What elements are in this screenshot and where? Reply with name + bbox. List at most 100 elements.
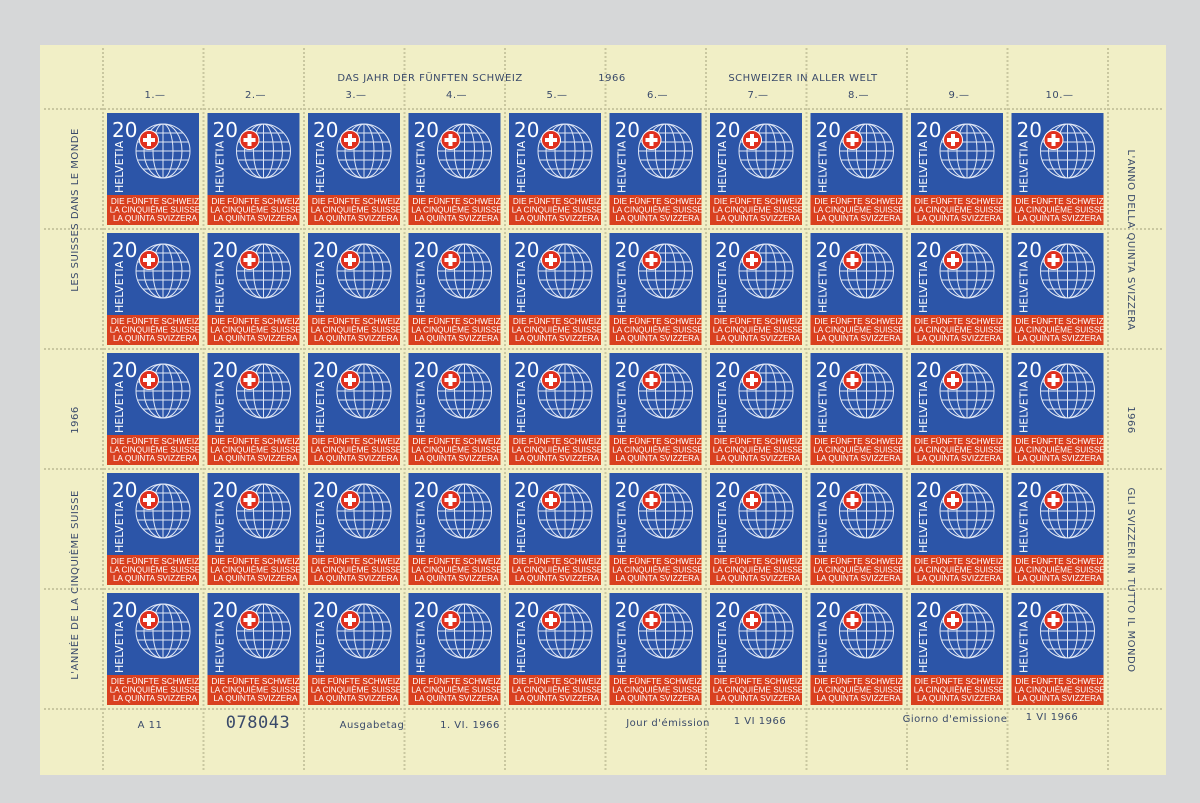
stamp-text: LA QUINTA SVIZZERA — [515, 574, 600, 583]
stamp-text: LA CINQUIÈME SUISSE — [411, 445, 502, 455]
stamp-red — [911, 555, 1003, 585]
stamp-red — [509, 675, 601, 705]
stamp-value: 20 — [213, 358, 238, 382]
stamp-value: 20 — [414, 598, 439, 622]
cross — [746, 138, 758, 142]
stamp-country: HELVETIA — [817, 500, 830, 553]
stamp-country: HELVETIA — [214, 620, 227, 673]
margin-text: Jour d'émission — [625, 717, 710, 729]
stamp-red — [107, 555, 199, 585]
stamp-text: LA CINQUIÈME SUISSE — [914, 325, 1005, 335]
cross — [947, 258, 959, 262]
stamp-value: 20 — [313, 358, 338, 382]
stamp-country: HELVETIA — [415, 140, 428, 193]
stamp-country: HELVETIA — [113, 140, 126, 193]
stamp-text: DIE FÜNFTE SCHWEIZ — [312, 676, 400, 686]
margin-text: DAS JAHR DER FÜNFTEN SCHWEIZ — [337, 71, 522, 84]
stamp-text: LA QUINTA SVIZZERA — [816, 454, 901, 463]
stamp-red — [308, 675, 400, 705]
stamp-text: LA CINQUIÈME SUISSE — [1014, 565, 1105, 575]
stamp-country: HELVETIA — [716, 380, 729, 433]
stamp-country: HELVETIA — [616, 380, 629, 433]
stamp-text: DIE FÜNFTE SCHWEIZ — [312, 556, 400, 566]
stamp-red — [810, 315, 903, 345]
cross — [344, 618, 356, 622]
cross — [545, 138, 557, 142]
stamp-red — [308, 435, 400, 465]
stamp-text: DIE FÜNFTE SCHWEIZ — [312, 436, 400, 446]
stamp-value: 20 — [414, 238, 439, 262]
stamp-text: DIE FÜNFTE SCHWEIZ — [1015, 196, 1103, 206]
stamp-text: LA CINQUIÈME SUISSE — [713, 445, 804, 455]
stamp-value: 20 — [514, 118, 539, 142]
column-number: 9.— — [948, 90, 969, 101]
cross — [344, 138, 356, 142]
stamp-value: 20 — [213, 598, 238, 622]
stamp-text: DIE FÜNFTE SCHWEIZ — [915, 676, 1003, 686]
stamp-country: HELVETIA — [415, 260, 428, 313]
stamp-text: LA CINQUIÈME SUISSE — [512, 325, 603, 335]
cross — [1047, 138, 1060, 142]
cross — [645, 138, 658, 142]
stamp-text: DIE FÜNFTE SCHWEIZ — [613, 556, 701, 566]
stamp-text: LA QUINTA SVIZZERA — [615, 574, 700, 583]
stamp-country: HELVETIA — [214, 260, 227, 313]
stamp-text: LA QUINTA SVIZZERA — [816, 694, 901, 703]
stamp-country: HELVETIA — [515, 260, 528, 313]
stamp-red — [207, 315, 300, 345]
stamp-value: 20 — [213, 238, 238, 262]
stamp-value: 20 — [916, 238, 941, 262]
stamp-text: LA CINQUIÈME SUISSE — [713, 685, 804, 695]
stamp-text: LA QUINTA SVIZZERA — [816, 574, 901, 583]
cross — [947, 138, 959, 142]
stamp-value: 20 — [615, 238, 640, 262]
stamp-text: LA CINQUIÈME SUISSE — [512, 685, 603, 695]
stamp-red — [408, 315, 501, 345]
stamp-country: HELVETIA — [1018, 140, 1031, 193]
stamp-country: HELVETIA — [1018, 620, 1031, 673]
stamp-text: DIE FÜNFTE SCHWEIZ — [915, 436, 1003, 446]
stamp-text: LA CINQUIÈME SUISSE — [612, 445, 703, 455]
stamp-red — [710, 315, 802, 345]
stamp-text: LA QUINTA SVIZZERA — [816, 334, 901, 343]
cross — [645, 618, 658, 622]
margin-text: 1 VI 1966 — [1026, 712, 1078, 723]
stamp-red — [308, 195, 400, 225]
stamp-text: DIE FÜNFTE SCHWEIZ — [814, 196, 902, 206]
stamp-text: DIE FÜNFTE SCHWEIZ — [915, 556, 1003, 566]
stamp-red — [1011, 195, 1104, 225]
margin-text: 1966 — [598, 73, 625, 84]
stamp-text: LA CINQUIÈME SUISSE — [512, 565, 603, 575]
cross — [746, 378, 758, 382]
stamp-red — [408, 195, 501, 225]
stamp-value: 20 — [514, 358, 539, 382]
cross — [1047, 498, 1060, 502]
stamp-text: LA QUINTA SVIZZERA — [213, 334, 298, 343]
stamp-text: DIE FÜNFTE SCHWEIZ — [412, 196, 500, 206]
stamp-country: HELVETIA — [616, 500, 629, 553]
stamp-value: 20 — [615, 118, 640, 142]
stamp-text: LA QUINTA SVIZZERA — [917, 454, 1002, 463]
margin-text: 1. VI. 1966 — [440, 720, 500, 731]
stamp-value: 20 — [916, 598, 941, 622]
stamp-country: HELVETIA — [214, 500, 227, 553]
stamp-text: LA QUINTA SVIZZERA — [816, 214, 901, 223]
stamp-red — [1011, 435, 1104, 465]
stamp-country: HELVETIA — [616, 260, 629, 313]
cross — [645, 258, 658, 262]
stamp-country: HELVETIA — [515, 620, 528, 673]
stamp-red — [107, 675, 199, 705]
stamp-red — [1011, 675, 1104, 705]
